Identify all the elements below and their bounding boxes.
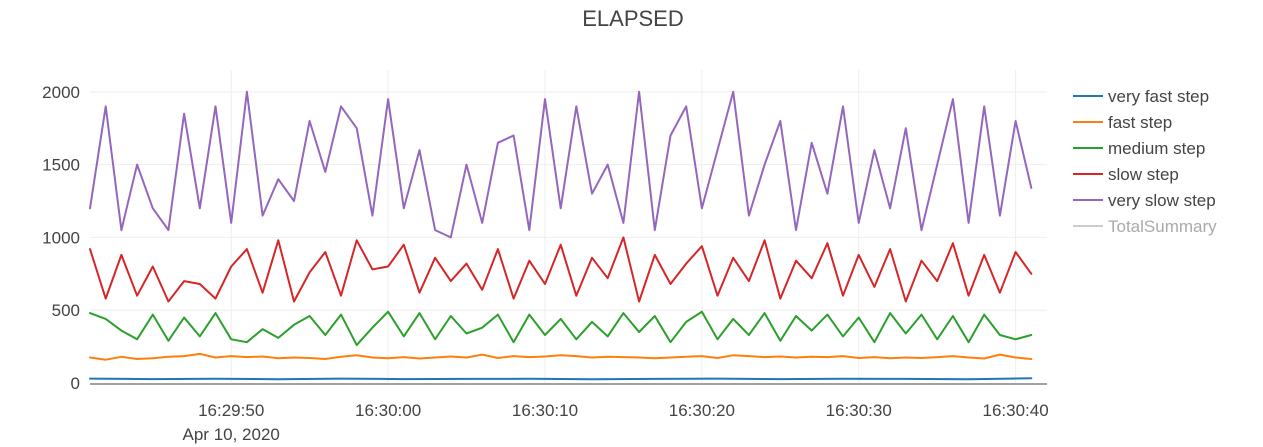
y-tick-label: 1500 — [42, 156, 80, 175]
x-tick-label: 16:30:10 — [512, 401, 578, 420]
legend-label: slow step — [1108, 165, 1179, 184]
legend-label: medium step — [1108, 139, 1205, 158]
series-line-medium-step[interactable] — [89, 310, 1033, 347]
series-line-slow-step[interactable] — [89, 236, 1033, 303]
x-tick-label: 16:30:20 — [669, 401, 735, 420]
legend-item-totalsummary[interactable]: TotalSummary — [1073, 217, 1217, 236]
legend-label: very slow step — [1108, 191, 1216, 210]
series-layer — [89, 90, 1033, 381]
x-tick-label: 16:30:30 — [826, 401, 892, 420]
legend-item-slow-step[interactable]: slow step — [1073, 165, 1179, 184]
series-line-very-slow-step[interactable] — [89, 90, 1033, 239]
legend-label: TotalSummary — [1108, 217, 1217, 236]
legend-item-very-fast-step[interactable]: very fast step — [1073, 87, 1209, 106]
y-tick-label: 1000 — [42, 228, 80, 247]
legend-item-very-slow-step[interactable]: very slow step — [1073, 191, 1216, 210]
x-tick-label: 16:30:00 — [355, 401, 421, 420]
y-tick-label: 0 — [71, 374, 80, 393]
x-axis: 16:29:50 Apr 10, 2020 16:30:00 16:30:10 16:3… — [183, 401, 1049, 444]
legend[interactable]: very fast step fast step medium step slow s… — [1073, 87, 1217, 236]
y-tick-label: 2000 — [42, 83, 80, 102]
legend-item-medium-step[interactable]: medium step — [1073, 139, 1205, 158]
legend-item-fast-step[interactable]: fast step — [1073, 113, 1172, 132]
grid-layer — [90, 70, 1047, 383]
x-tick-label: 16:30:40 — [983, 401, 1049, 420]
y-axis: 0 500 1000 1500 2000 — [42, 83, 80, 393]
legend-label: fast step — [1108, 113, 1172, 132]
x-tick-label: 16:29:50 — [198, 401, 264, 420]
series-line-very-fast-step[interactable] — [89, 377, 1033, 381]
series-line-fast-step[interactable] — [89, 352, 1033, 361]
y-tick-label: 500 — [52, 301, 80, 320]
chart-title: ELAPSED — [582, 6, 684, 31]
legend-label: very fast step — [1108, 87, 1209, 106]
x-tick-date-label: Apr 10, 2020 — [183, 425, 280, 444]
